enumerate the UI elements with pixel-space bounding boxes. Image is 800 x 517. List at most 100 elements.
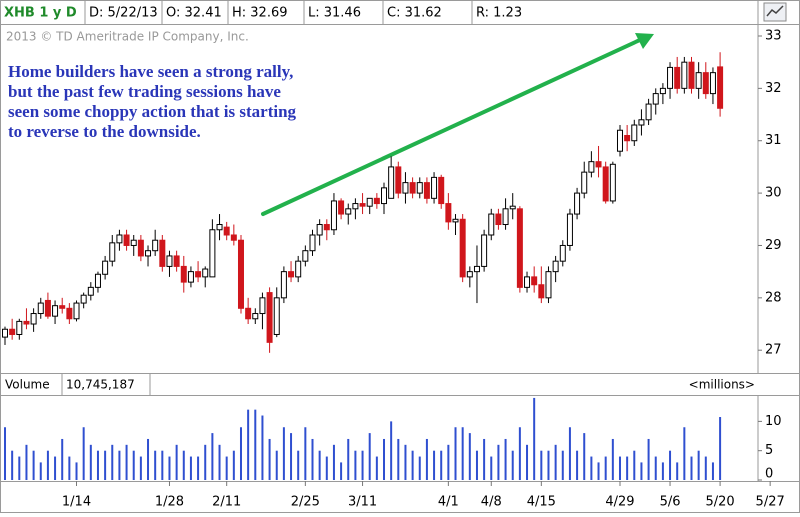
volume-bar (568, 427, 571, 480)
trend-arrowhead (635, 33, 654, 49)
volume-bar (518, 427, 521, 480)
candle-body (674, 66, 681, 89)
header-bar (0, 0, 800, 25)
volume-bar (290, 433, 293, 480)
volume-bar (25, 444, 28, 480)
volume-bar (676, 462, 679, 480)
volume-bar (332, 444, 335, 480)
volume-bar (461, 427, 464, 480)
candle-body (473, 265, 480, 273)
candle-body (502, 208, 509, 226)
candle-body (459, 218, 466, 278)
volume-bar (82, 427, 85, 480)
candle-body (302, 250, 309, 262)
annotation-line: Home builders have seen a strong rally, (8, 62, 293, 81)
y2-tick-label: 0 (765, 467, 773, 482)
x-tick-label: 4/8 (481, 495, 502, 510)
volume-bar (683, 427, 686, 480)
volume-bar (168, 456, 171, 480)
volume-bar (669, 450, 672, 480)
candle-body (195, 271, 202, 278)
volume-bar (232, 450, 235, 480)
candle-body (438, 176, 445, 205)
volume-bar (18, 456, 21, 480)
x-tick-label: 4/1 (438, 495, 459, 510)
candle-body (173, 255, 180, 267)
volume-bar (218, 444, 221, 480)
candle-body (109, 242, 116, 262)
candle-body (524, 276, 531, 288)
volume-bar (239, 427, 242, 480)
candle-body (123, 234, 130, 246)
candle-body (702, 72, 709, 95)
volume-bar (383, 438, 386, 480)
candle-body (381, 187, 388, 205)
candle-body (152, 239, 159, 252)
candle-body (395, 166, 402, 194)
x-tick-label: 5/20 (705, 495, 734, 510)
candle-body (681, 61, 688, 89)
candle-body (266, 292, 273, 343)
candle-body (288, 271, 295, 278)
candle-body (130, 239, 137, 246)
candle-body (323, 224, 330, 231)
candle-body (237, 239, 244, 309)
chart-icon-glyph (766, 5, 784, 17)
candle-body (87, 286, 94, 296)
volume-bar (375, 456, 378, 480)
candle-body (688, 61, 695, 89)
candle-body (66, 307, 73, 320)
annotation-line: seen some choppy action that is starting (8, 102, 297, 121)
candle-body (366, 197, 373, 207)
volume-bar (611, 438, 614, 480)
x-tick-label: 2/25 (291, 495, 320, 510)
volume-bar (297, 450, 300, 480)
volume-bar (225, 456, 228, 480)
candle-body (659, 87, 666, 95)
volume-bar (404, 444, 407, 480)
volume-bar (154, 450, 157, 480)
candle-body (359, 203, 366, 207)
volume-bar (711, 462, 714, 480)
volume-bar (604, 456, 607, 480)
candle-body (273, 297, 280, 335)
candle-body (717, 66, 724, 109)
volume-bar (132, 450, 135, 480)
candle-body (538, 284, 545, 299)
volume-bar (318, 450, 321, 480)
volume-bar (32, 450, 35, 480)
volume-bar (118, 450, 121, 480)
candle-body (245, 307, 252, 320)
candle-body (624, 134, 631, 142)
y-tick-label: 27 (765, 343, 782, 358)
candle-body (652, 93, 659, 105)
volume-bar (411, 450, 414, 480)
candle-body (559, 244, 566, 262)
candle-body (59, 305, 66, 309)
candle-body (216, 224, 223, 231)
candle-body (552, 260, 559, 273)
candle-body (452, 218, 459, 223)
candle-body (309, 234, 316, 252)
volume-bar (504, 438, 507, 480)
x-tick-label: 1/14 (62, 495, 91, 510)
x-tick-label: 2/11 (212, 495, 241, 510)
candle-body (159, 239, 166, 267)
y-tick-label: 31 (765, 133, 782, 148)
candle-body (481, 234, 488, 267)
x-tick-label: 5/27 (756, 495, 785, 510)
volume-bar (690, 456, 693, 480)
candle-body (116, 234, 123, 244)
volume-bar (368, 433, 371, 480)
y2-tick-label: 5 (765, 443, 773, 458)
volume-bar (447, 444, 450, 480)
candle-body (638, 119, 645, 126)
candle-body (2, 328, 9, 338)
candle-body (44, 299, 51, 317)
candle-body (695, 72, 702, 89)
volume-bar (275, 450, 278, 480)
volume-bar (475, 450, 478, 480)
candle-body (595, 161, 602, 168)
candle-body (602, 166, 609, 202)
